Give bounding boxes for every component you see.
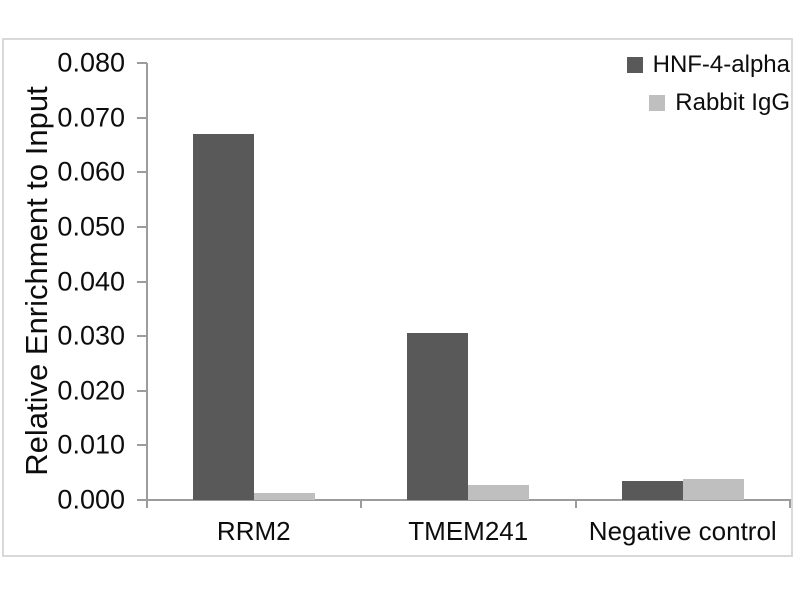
y-tick-mark [136, 499, 147, 501]
bar-rabbit-igg-rrm2 [253, 493, 315, 500]
y-tick-label: 0.030 [57, 320, 125, 351]
y-tick-label: 0.070 [57, 102, 125, 133]
y-tick-mark [136, 280, 147, 283]
bar-hnf-4-alpha-tmem241 [407, 333, 469, 500]
y-tick-mark [136, 444, 147, 447]
y-tick-label: 0.040 [57, 266, 125, 296]
bar-rabbit-igg-tmem241 [468, 485, 530, 500]
y-tick-mark [136, 225, 147, 228]
y-tick-mark [136, 389, 147, 392]
y-tick-mark [136, 116, 147, 119]
legend-item: Rabbit IgG [627, 90, 790, 116]
x-tick-mark [789, 500, 791, 508]
y-tick-label: 0.020 [57, 375, 125, 406]
y-tick-label: 0.080 [57, 47, 125, 78]
y-tick-mark [136, 62, 147, 64]
y-tick-label: 0.000 [57, 484, 125, 515]
legend-swatch-icon [649, 95, 666, 111]
x-tick-mark [574, 500, 577, 508]
x-category-label: Negative control [588, 516, 777, 546]
x-category-label: RRM2 [216, 516, 291, 546]
y-tick-label: 0.050 [57, 211, 125, 242]
legend-item: HNF-4-alpha [626, 51, 790, 78]
x-tick-mark [360, 500, 362, 508]
x-axis-line [145, 499, 791, 501]
bar-hnf-4-alpha-negative-control [621, 480, 683, 500]
legend-label: HNF-4-alpha [652, 51, 790, 78]
legend: HNF-4-alpha Rabbit IgG [626, 51, 790, 128]
legend-swatch-icon [626, 57, 643, 73]
y-tick-mark [136, 335, 147, 338]
legend-label: Rabbit IgG [675, 89, 790, 116]
y-tick-mark [136, 171, 147, 174]
chart-frame [2, 38, 793, 557]
y-tick-label: 0.060 [57, 156, 125, 187]
y-axis-line [145, 63, 148, 500]
bar-hnf-4-alpha-rrm2 [192, 134, 254, 500]
y-tick-label: 0.010 [57, 429, 125, 460]
x-category-label: TMEM241 [408, 516, 529, 546]
bar-rabbit-igg-negative-control [682, 478, 744, 500]
x-tick-mark [145, 500, 148, 508]
